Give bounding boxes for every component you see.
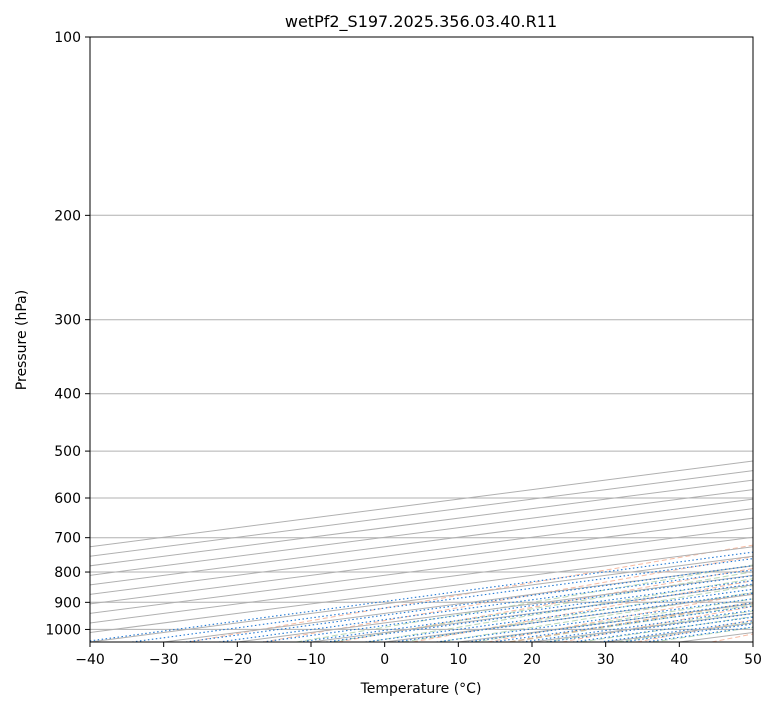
y-tick-label: 200 xyxy=(54,208,81,224)
moist-adiabat-line xyxy=(403,585,753,642)
mixing-ratio-line xyxy=(131,558,753,642)
y-tick-label: 1000 xyxy=(45,622,81,638)
y-tick-label: 500 xyxy=(54,444,81,460)
y-tick-label: 900 xyxy=(54,595,81,611)
mixing-ratio-line xyxy=(522,609,753,642)
isotherm-line xyxy=(90,498,753,586)
x-tick-label: 0 xyxy=(380,652,389,668)
moist-adiabat-line xyxy=(332,571,753,642)
y-tick-label: 600 xyxy=(54,491,81,507)
y-tick-label: 400 xyxy=(54,387,81,403)
chart-title: wetPf2_S197.2025.356.03.40.R11 xyxy=(285,12,557,32)
x-tick-label: 40 xyxy=(670,652,688,668)
isotherm-line xyxy=(90,479,753,567)
mixing-ratio-line xyxy=(572,616,753,642)
y-tick-label: 700 xyxy=(54,531,81,547)
y-tick-label: 100 xyxy=(54,30,81,46)
isotherm-line xyxy=(90,489,753,576)
isotherm-line xyxy=(90,517,753,605)
y-tick-label: 300 xyxy=(54,313,81,329)
x-tick-label: 10 xyxy=(449,652,467,668)
isotherm-line xyxy=(90,536,753,624)
mixing-ratio-line xyxy=(90,551,753,642)
mixing-ratio-line xyxy=(185,565,753,642)
x-tick-label: 20 xyxy=(523,652,541,668)
plot-frame xyxy=(89,36,754,643)
mixing-ratio-line xyxy=(492,605,753,642)
x-tick-label: −40 xyxy=(75,652,105,668)
x-tick-label: −30 xyxy=(149,652,179,668)
axis-ticks: −40 −30 −20 −10 0 10 20 30 40 50 100 200 300 400 500 60… xyxy=(45,30,762,668)
dry-adiabat-line xyxy=(412,580,753,642)
dry-adiabat-line xyxy=(263,556,753,642)
y-axis-label: Pressure (hPa) xyxy=(14,290,30,390)
x-axis-label: Temperature (°C) xyxy=(360,681,482,697)
plot-area-background xyxy=(90,37,753,642)
x-tick-label: 50 xyxy=(744,652,762,668)
mixing-ratio-line xyxy=(546,612,753,642)
y-tick-label: 800 xyxy=(54,565,81,581)
mixing-ratio-line xyxy=(467,602,753,642)
isotherm-line xyxy=(90,508,753,595)
x-tick-label: −10 xyxy=(296,652,326,668)
dry-adiabat-line xyxy=(487,592,753,642)
moist-adiabat-line xyxy=(438,591,753,642)
isotherm-line xyxy=(90,460,753,548)
x-tick-label: 30 xyxy=(597,652,615,668)
moist-adiabat-line xyxy=(296,564,753,642)
isotherm-line xyxy=(90,527,753,614)
background-lines xyxy=(90,37,753,642)
x-tick-label: −20 xyxy=(223,652,253,668)
isotherm-line xyxy=(90,470,753,557)
